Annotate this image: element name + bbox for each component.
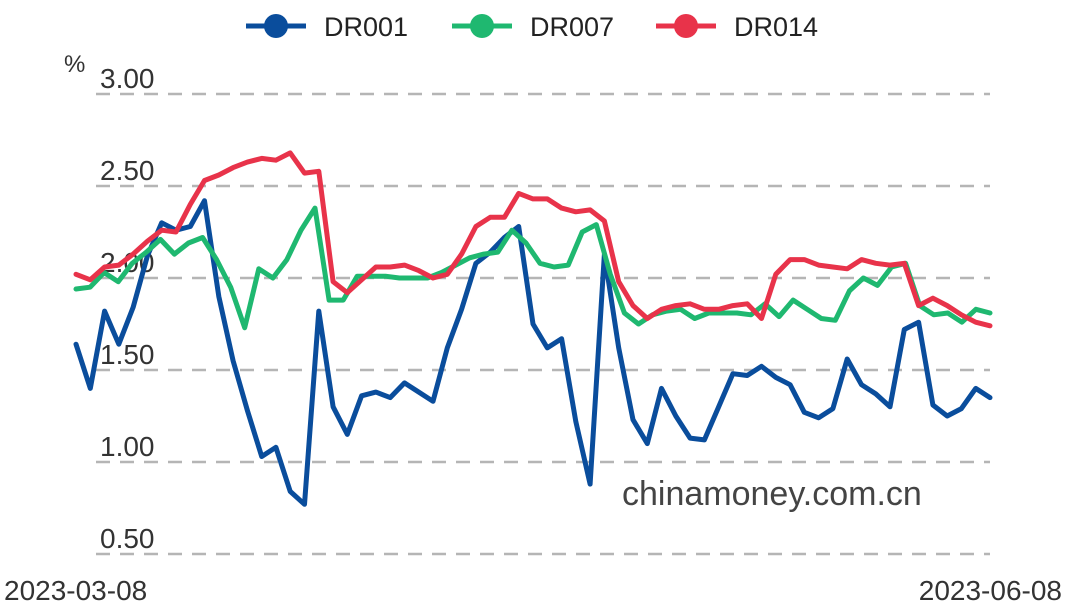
y-axis-ticks: 3.002.502.001.501.000.50 [100,63,155,554]
y-axis-unit-label: % [64,51,85,78]
legend-swatch-marker [470,14,494,38]
watermark-text: chinamoney.com.cn [622,475,922,513]
legend-label: DR001 [324,12,408,42]
y-tick-label: 3.00 [100,63,155,94]
legend-item-dr007: DR007 [452,12,614,42]
legend-swatch-marker [264,14,288,38]
series-line-dr014 [73,150,993,329]
x-axis-start-label: 2023-03-08 [4,575,147,606]
legend: DR001 DR007 DR014 [246,12,818,42]
legend-swatch-marker [674,14,698,38]
series-lines [73,150,993,507]
grid-lines [96,92,990,556]
legend-label: DR007 [530,12,614,42]
series-line-dr001 [73,198,993,507]
legend-item-dr014: DR014 [656,12,818,42]
legend-label: DR014 [734,12,818,42]
y-tick-label: 2.50 [100,155,155,186]
x-axis-end-label: 2023-06-08 [919,575,1062,606]
y-tick-label: 0.50 [100,523,155,554]
y-tick-label: 1.50 [100,339,155,370]
legend-item-dr001: DR001 [246,12,408,42]
series-line-dr007 [73,205,993,331]
y-tick-label: 1.00 [100,431,155,462]
